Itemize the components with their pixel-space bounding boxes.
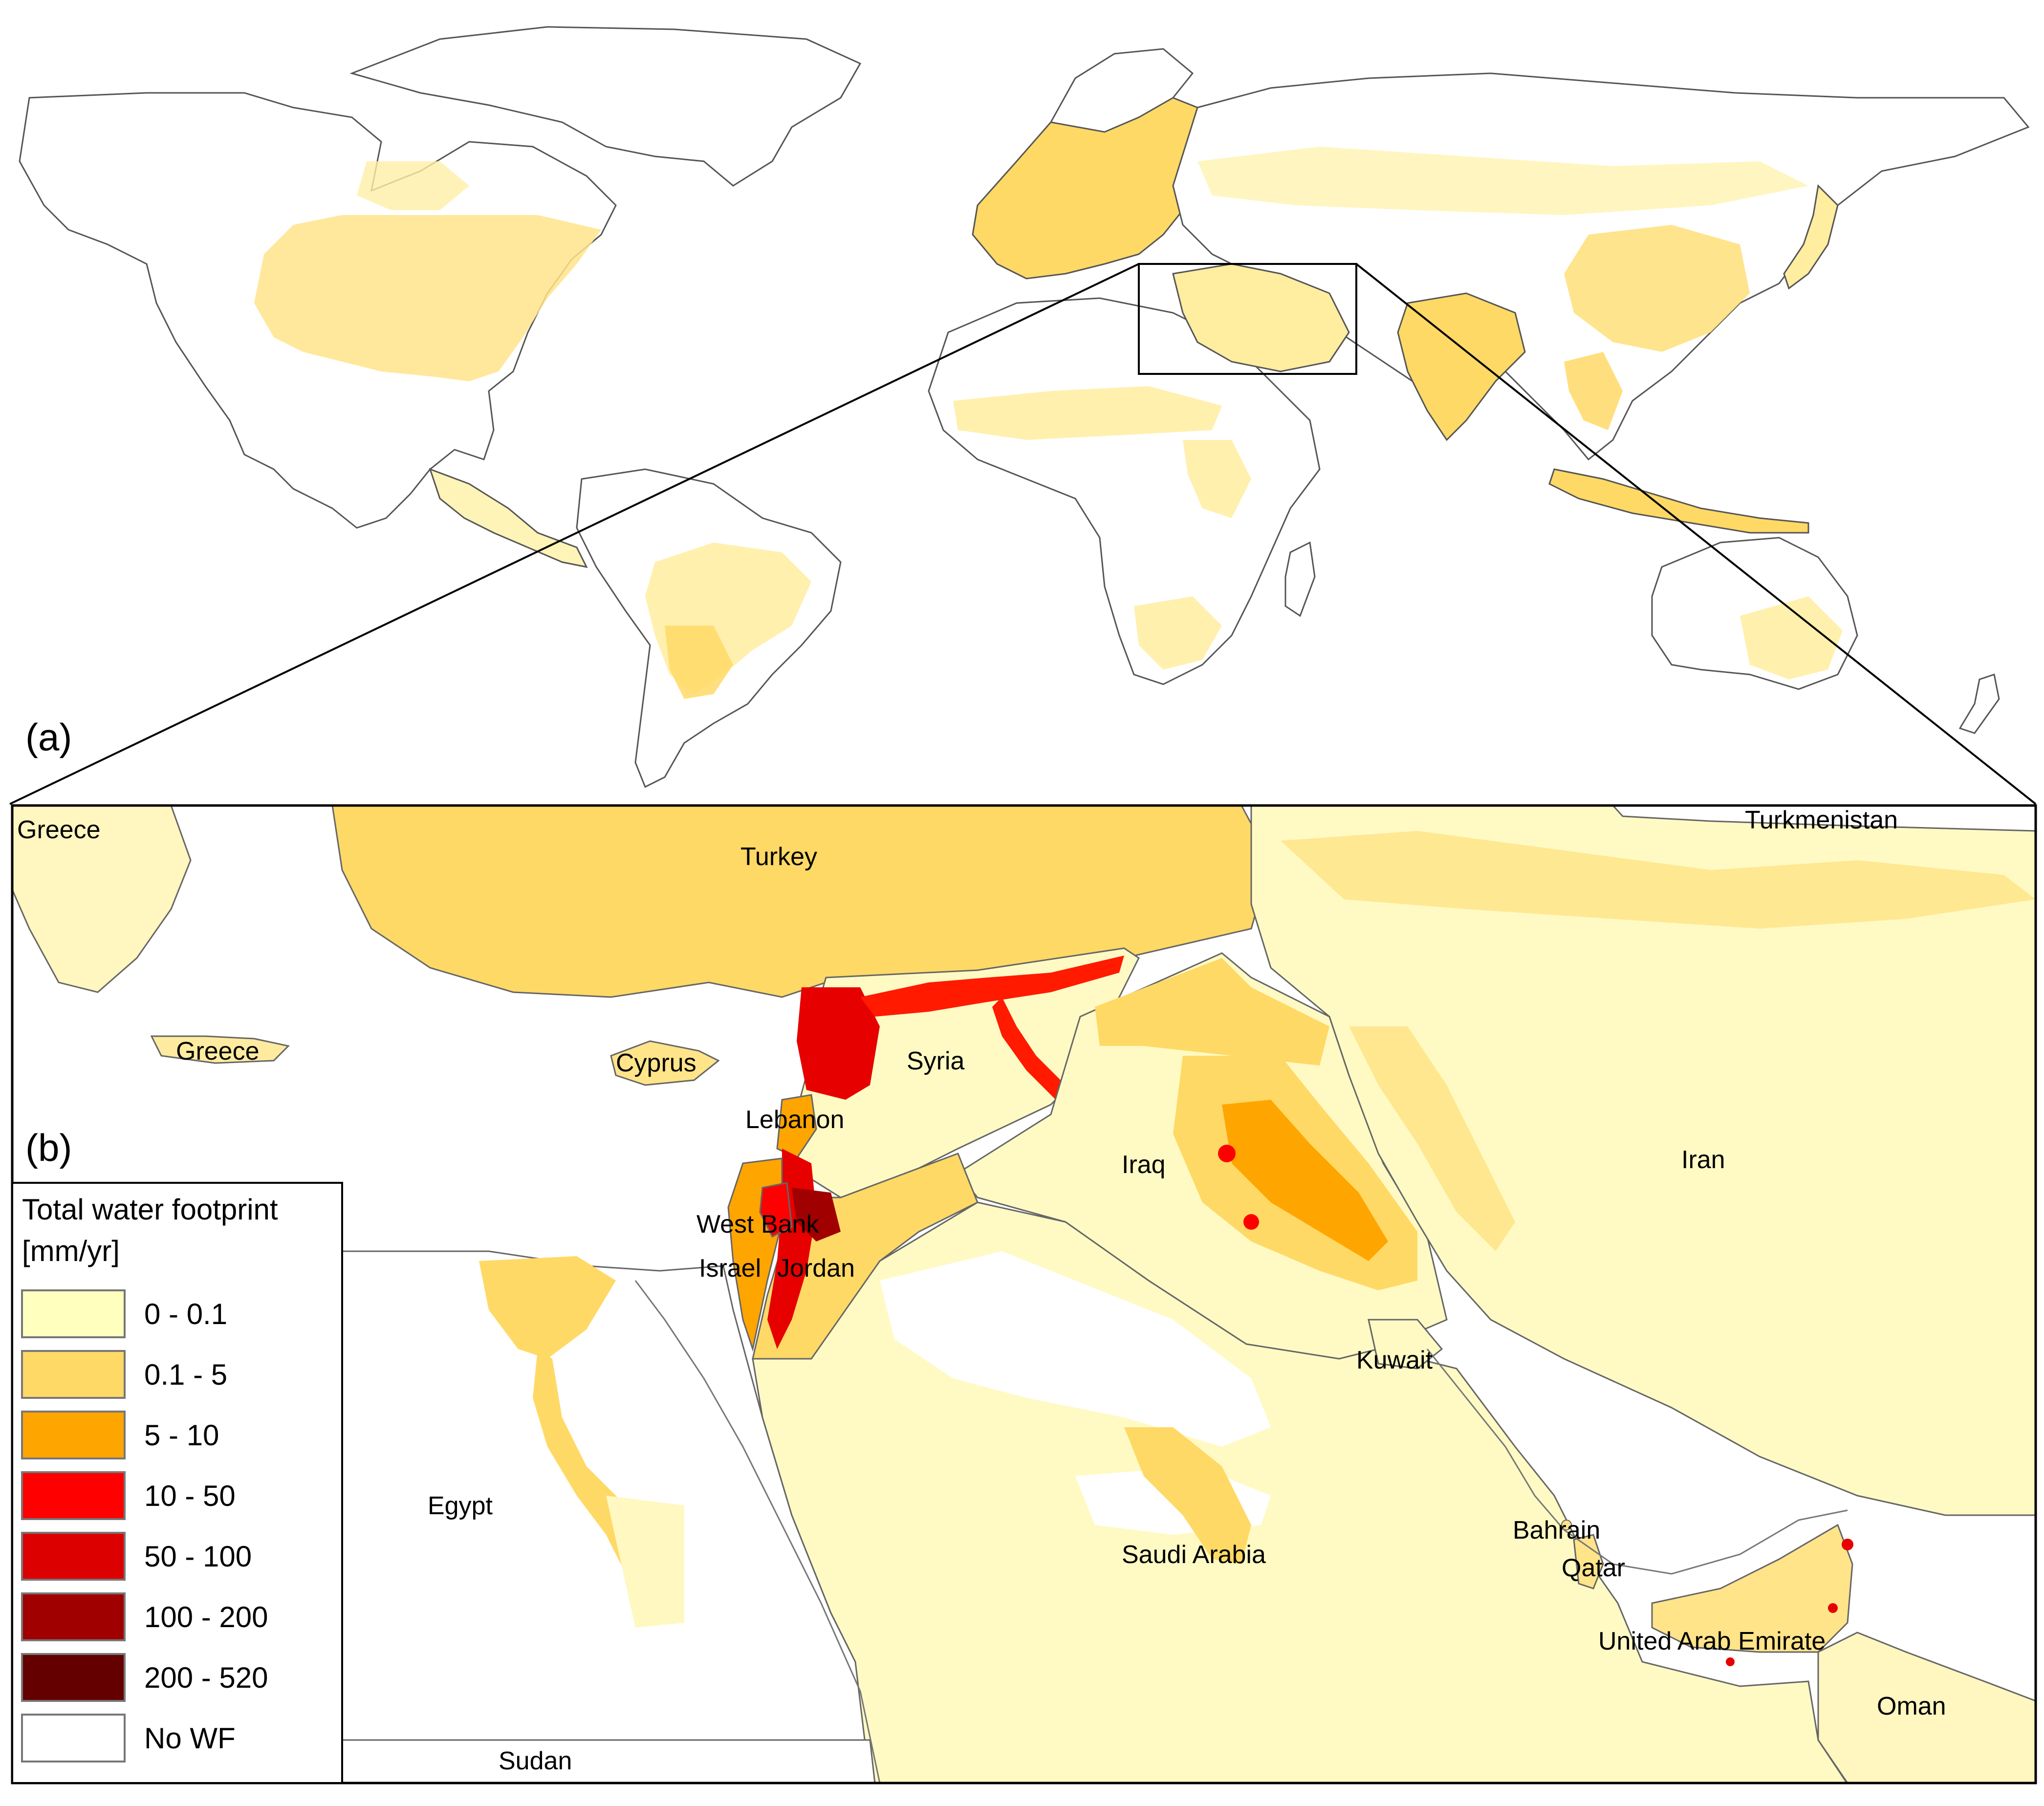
legend-title-line2: [mm/yr] [22,1235,120,1267]
label-bahrain: Bahrain [1513,1516,1600,1545]
label-cyprus: Cyprus [616,1049,696,1077]
label-oman: Oman [1877,1692,1946,1720]
legend-swatch [21,1532,126,1581]
zoom-extent-box [1138,263,1357,375]
label-greece-crete: Greece [176,1037,260,1066]
sahel-wf-shading [953,386,1222,440]
legend: Total water footprint [mm/yr] 0 - 0.1 0.1… [11,1182,343,1784]
panel-a-label: (a) [25,716,72,759]
panel-b-label: (b) [25,1126,72,1169]
new-zealand-landmass [1958,674,2000,734]
label-egypt: Egypt [428,1492,493,1520]
greece-nw-region [12,805,192,993]
southeast-asia-wf-shading [1564,352,1623,430]
russia-wf-shading [1197,147,1808,215]
legend-item-label: 10 - 50 [144,1480,236,1512]
label-greece-nw: Greece [17,816,101,844]
legend-item-label: 0.1 - 5 [144,1358,227,1391]
japan-landmass [1783,184,1839,290]
bahrain-island [1561,1520,1572,1530]
iran-region [1250,805,2036,1516]
persian-gulf-coastline [1426,1349,1848,1575]
india-wf-shading [1397,292,1526,441]
syria-euphrates-south [992,997,1065,1100]
label-qatar: Qatar [1562,1554,1625,1582]
legend-swatch [21,1411,126,1459]
red-sea-coastline [634,1280,881,1783]
indonesia-landmass [1548,468,1809,534]
label-saudi-arabia: Saudi Arabia [1122,1541,1266,1569]
greenland-landmass [349,26,862,187]
legend-swatch [21,1653,126,1702]
label-uae: United Arab Emirate [1598,1627,1826,1655]
label-jordan: Jordan [777,1254,855,1283]
legend-item-label: 100 - 200 [144,1601,268,1633]
nile-delta-wf [479,1256,616,1359]
legend-item-label: 5 - 10 [144,1419,219,1452]
cyprus-island [610,1040,720,1086]
label-israel: Israel [699,1254,761,1283]
saudi-no-wf-zone [880,1251,1271,1447]
legend-items: 0 - 0.1 0.1 - 5 5 - 10 10 - 50 50 - 100 100 -… [21,1289,268,1762]
legend-swatch [21,1714,126,1762]
uae-region [1651,1523,1853,1653]
label-west-bank: West Bank [696,1210,819,1239]
turkmenistan-region [1611,805,2036,832]
legend-swatch [21,1289,126,1338]
central-america-landmass [429,468,588,568]
iran-north-wf [1281,831,2036,929]
china-wf-shading [1564,225,1750,352]
oman-region [1817,1632,2036,1783]
label-iran: Iran [1681,1146,1725,1174]
label-syria: Syria [907,1047,965,1075]
zoom-connector-left [9,263,1139,805]
iran-zagros-wf [1349,1026,1515,1251]
legend-title-line1: Total water footprint [22,1193,278,1226]
label-lebanon: Lebanon [745,1106,844,1134]
label-kuwait: Kuwait [1356,1346,1433,1374]
west-bank-region [759,1182,793,1238]
qatar-region [1573,1534,1604,1589]
iraq-irrigated-core [1222,1100,1388,1261]
iraq-hotspot-1 [1218,1145,1236,1162]
zoom-connector-right [1355,263,2037,805]
syria-irrigated-west [797,987,880,1100]
label-turkmenistan: Turkmenistan [1745,806,1898,834]
legend-swatch [21,1592,126,1641]
crete-island [150,1035,290,1064]
uae-hotspot-3 [1726,1657,1735,1666]
syria-euphrates-band [860,956,1124,1017]
label-sudan: Sudan [499,1747,572,1775]
iraq-hotspot-2 [1243,1214,1259,1230]
label-turkey: Turkey [740,843,817,871]
uae-hotspot-2 [1828,1603,1838,1613]
legend-swatch [21,1350,126,1399]
canada-wf-shading [357,161,469,210]
legend-swatch [21,1471,126,1520]
pampas-wf-shading [665,626,733,699]
lebanon-region [776,1094,817,1159]
label-iraq: Iraq [1122,1151,1166,1179]
iraq-kurdistan-wf [1095,958,1329,1066]
scandinavia-landmass [1049,48,1194,133]
kuwait-region [1368,1319,1443,1370]
legend-item-label: No WF [144,1722,236,1755]
world-map-panel: (a) [0,0,2044,805]
middle-east-landmass [1172,263,1350,372]
legend-item-label: 200 - 520 [144,1661,268,1694]
saudi-central-wf [1124,1427,1251,1564]
jordan-dark-band [792,1188,841,1241]
southern-africa-wf-shading [1134,596,1222,670]
uae-hotspot-1 [1842,1539,1853,1550]
usa-wf-shading [254,215,601,381]
egypt-desert-wf-patch [606,1496,684,1628]
middle-east-detail-panel: Greece Turkey Turkmenistan Greece Cyprus… [11,804,2037,1784]
australia-wf-shading [1740,596,1843,679]
sudan-region [341,1739,876,1783]
madagascar-landmass [1284,541,1316,617]
legend-item-label: 50 - 100 [144,1540,252,1573]
east-africa-wf-shading [1183,440,1251,518]
legend-item-label: 0 - 0.1 [144,1298,227,1330]
